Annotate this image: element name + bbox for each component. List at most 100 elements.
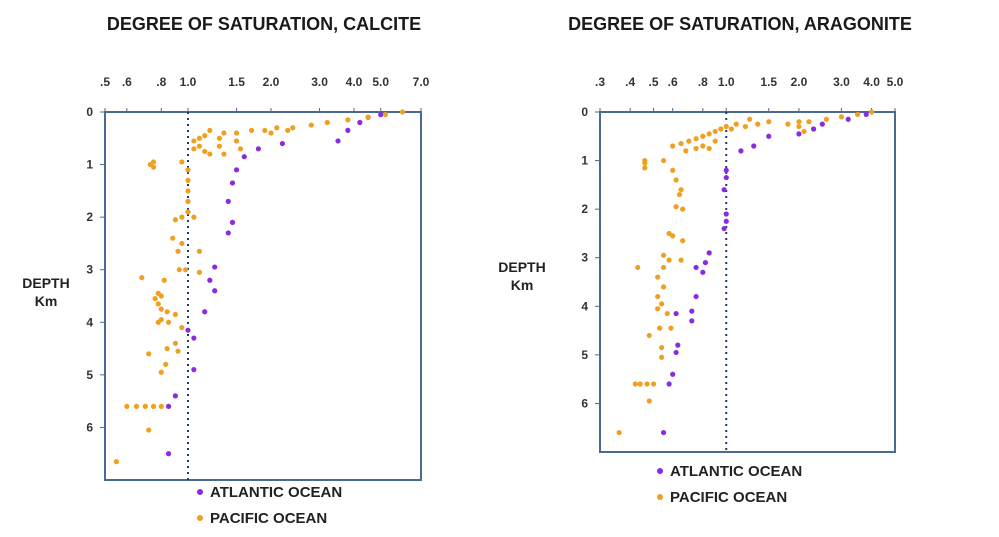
aragonite-pacific-point xyxy=(724,124,729,129)
calcite-atlantic-point xyxy=(212,288,217,293)
calcite-atlantic-point xyxy=(207,278,212,283)
calcite-pacific-point xyxy=(309,123,314,128)
aragonite-pacific-point xyxy=(806,119,811,124)
calcite-atlantic-point xyxy=(191,367,196,372)
calcite-pacific-point xyxy=(217,144,222,149)
calcite-atlantic-point xyxy=(226,230,231,235)
aragonite-pacific-point xyxy=(670,168,675,173)
aragonite-y-tick-label: 3 xyxy=(581,251,588,265)
aragonite-x-tick-label: .8 xyxy=(698,75,708,89)
calcite-atlantic-point xyxy=(345,128,350,133)
calcite-x-tick-label: 5.0 xyxy=(372,75,389,89)
calcite-pacific-point xyxy=(185,209,190,214)
calcite-pacific-point xyxy=(383,112,388,117)
aragonite-pacific-point xyxy=(734,122,739,127)
aragonite-atlantic-point xyxy=(674,311,679,316)
aragonite-pacific-point xyxy=(635,265,640,270)
calcite-pacific-point xyxy=(345,117,350,122)
aragonite-x-tick-label: .6 xyxy=(668,75,678,89)
calcite-atlantic-point xyxy=(202,309,207,314)
aragonite-atlantic-point xyxy=(724,168,729,173)
calcite-atlantic-point xyxy=(256,146,261,151)
aragonite-pacific-point xyxy=(729,126,734,131)
calcite-pacific-point xyxy=(400,109,405,114)
aragonite-y-tick-label: 6 xyxy=(581,396,588,410)
calcite-pacific-point xyxy=(185,199,190,204)
aragonite-atlantic-point xyxy=(811,126,816,131)
aragonite-legend-pacific-marker xyxy=(657,494,663,500)
calcite-pacific-point xyxy=(202,149,207,154)
aragonite-y-axis-label: DEPTH xyxy=(498,259,545,275)
aragonite-pacific-point xyxy=(707,146,712,151)
aragonite-atlantic-point xyxy=(707,250,712,255)
aragonite-atlantic-point xyxy=(738,148,743,153)
calcite-y-axis-unit: Km xyxy=(35,293,58,309)
aragonite-pacific-point xyxy=(617,430,622,435)
aragonite-pacific-point xyxy=(661,265,666,270)
aragonite-chart: DEGREE OF SATURATION, ARAGONITE DEPTH Km… xyxy=(498,14,912,506)
calcite-pacific-point xyxy=(185,167,190,172)
aragonite-pacific-point xyxy=(674,177,679,182)
aragonite-x-tick-label: .5 xyxy=(649,75,659,89)
calcite-pacific-point xyxy=(166,320,171,325)
aragonite-pacific-point xyxy=(638,381,643,386)
calcite-pacific-point xyxy=(179,159,184,164)
aragonite-pacific-point xyxy=(678,187,683,192)
aragonite-legend-atlantic-label: ATLANTIC OCEAN xyxy=(670,463,802,480)
calcite-chart: DEGREE OF SATURATION, CALCITE DEPTH Km .… xyxy=(22,14,429,527)
aragonite-pacific-point xyxy=(661,284,666,289)
calcite-atlantic-point xyxy=(166,404,171,409)
aragonite-atlantic-point xyxy=(724,211,729,216)
aragonite-legend-atlantic-marker xyxy=(657,468,663,474)
aragonite-atlantic-point xyxy=(766,134,771,139)
aragonite-atlantic-point xyxy=(689,309,694,314)
aragonite-pacific-point xyxy=(713,129,718,134)
calcite-pacific-point xyxy=(159,370,164,375)
aragonite-x-tick-label: .4 xyxy=(625,75,635,89)
calcite-pacific-point xyxy=(285,128,290,133)
aragonite-pacific-point xyxy=(642,160,647,165)
calcite-y-tick-label: 2 xyxy=(86,210,93,224)
calcite-x-tick-label: .6 xyxy=(122,75,132,89)
calcite-pacific-point xyxy=(170,236,175,241)
aragonite-pacific-point xyxy=(869,109,874,114)
aragonite-pacific-point xyxy=(678,141,683,146)
aragonite-pacific-point xyxy=(680,207,685,212)
calcite-pacific-point xyxy=(163,362,168,367)
aragonite-pacific-point xyxy=(801,129,806,134)
calcite-atlantic-point xyxy=(230,220,235,225)
aragonite-pacific-point xyxy=(677,192,682,197)
calcite-pacific-point xyxy=(134,404,139,409)
aragonite-y-tick-label: 2 xyxy=(581,202,588,216)
calcite-pacific-point xyxy=(173,341,178,346)
calcite-x-tick-label: 4.0 xyxy=(346,75,363,89)
aragonite-pacific-point xyxy=(743,124,748,129)
aragonite-pacific-point xyxy=(693,146,698,151)
aragonite-pacific-point xyxy=(766,119,771,124)
calcite-y-tick-label: 1 xyxy=(86,158,93,172)
calcite-x-tick-label: 1.5 xyxy=(228,75,245,89)
calcite-pacific-point xyxy=(234,130,239,135)
aragonite-pacific-point xyxy=(661,158,666,163)
aragonite-atlantic-point xyxy=(674,350,679,355)
calcite-pacific-point xyxy=(146,427,151,432)
calcite-atlantic-point xyxy=(234,167,239,172)
aragonite-y-tick-label: 1 xyxy=(581,154,588,168)
calcite-atlantic-point xyxy=(212,264,217,269)
calcite-x-tick-label: 1.0 xyxy=(180,75,197,89)
aragonite-atlantic-point xyxy=(820,122,825,127)
aragonite-pacific-point xyxy=(670,143,675,148)
aragonite-x-tick-label: 5.0 xyxy=(887,75,904,89)
calcite-pacific-point xyxy=(151,165,156,170)
calcite-legend-atlantic-marker xyxy=(197,489,203,495)
calcite-pacific-point xyxy=(249,128,254,133)
aragonite-pacific-point xyxy=(657,326,662,331)
calcite-pacific-point xyxy=(139,275,144,280)
aragonite-pacific-point xyxy=(796,119,801,124)
aragonite-pacific-point xyxy=(655,275,660,280)
calcite-y-tick-label: 3 xyxy=(86,263,93,277)
aragonite-atlantic-point xyxy=(724,175,729,180)
aragonite-pacific-point xyxy=(659,345,664,350)
calcite-pacific-point xyxy=(179,241,184,246)
